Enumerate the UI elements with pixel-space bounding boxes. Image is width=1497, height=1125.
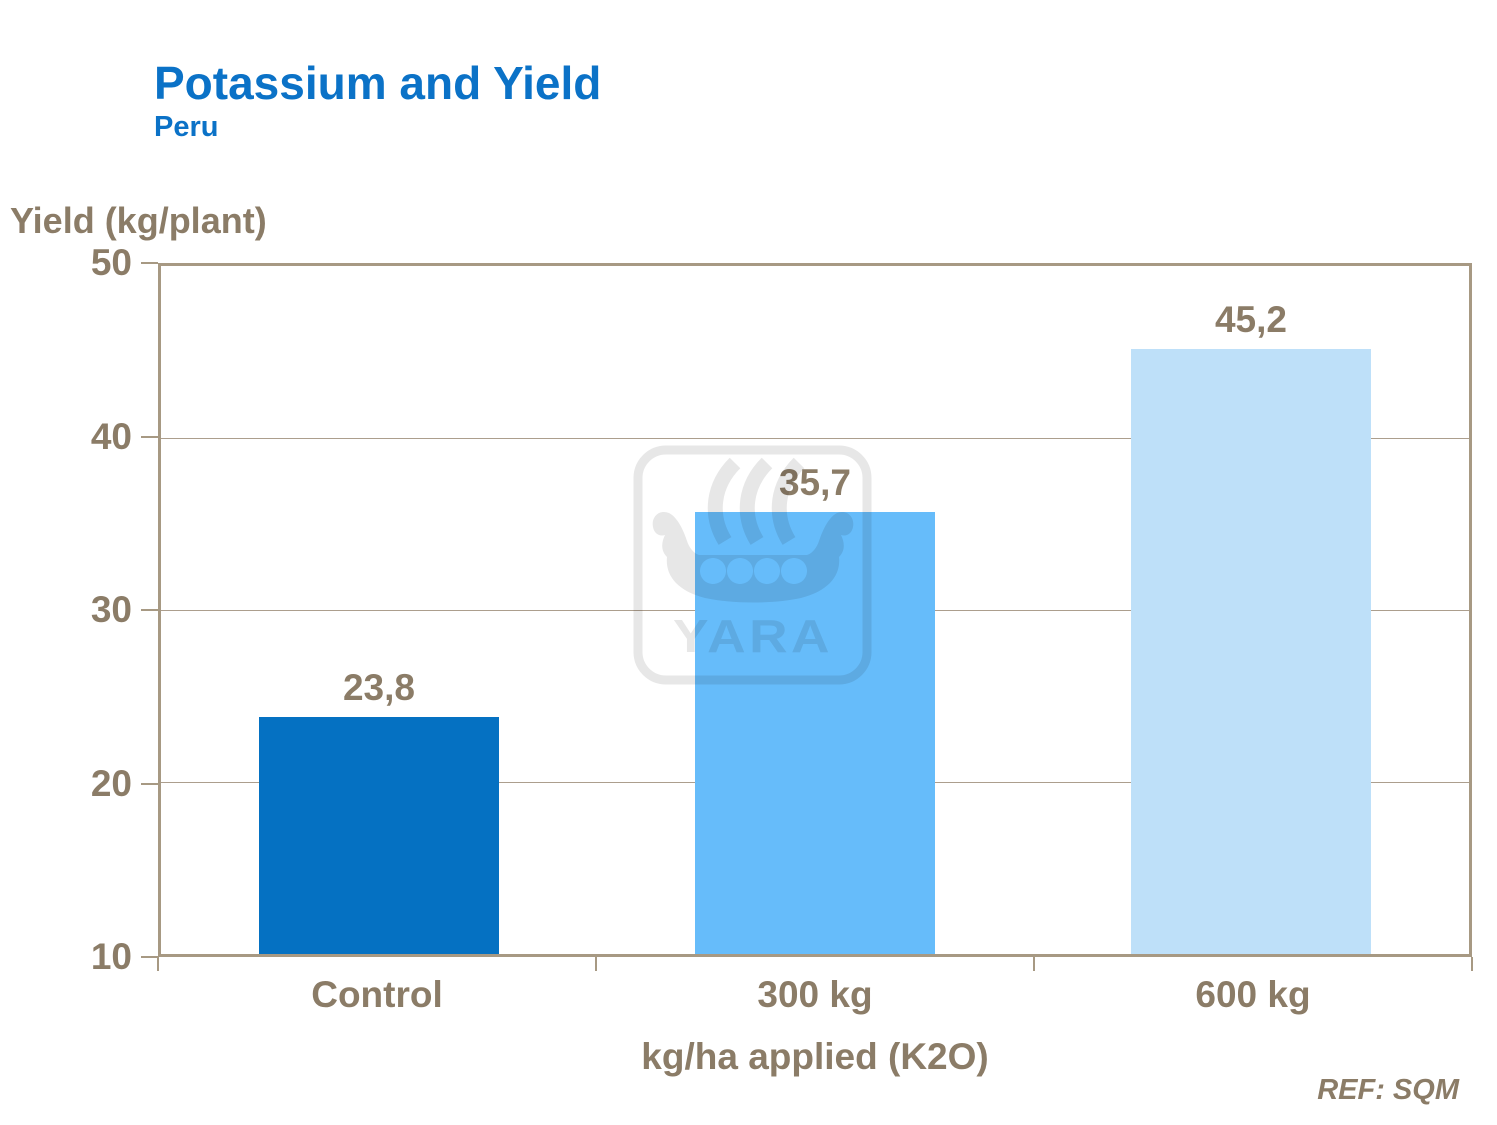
y-tick-label-30: 30: [90, 589, 132, 630]
watermark-sails-icon: [707, 457, 805, 545]
y-axis-title: Yield (kg/plant): [10, 200, 267, 241]
bar-control: [259, 716, 499, 954]
yara-logo-watermark-icon: YARA: [633, 445, 872, 685]
y-axis-tick-labels: 10 20 30 40 50: [0, 242, 132, 977]
gridline-40: [161, 438, 1469, 439]
bar-600-kg: [1131, 348, 1371, 954]
y-tick-label-40: 40: [90, 415, 132, 457]
y-tick-label-50: 50: [90, 242, 132, 283]
x-tick-1: [595, 957, 597, 971]
y-tick-50: [141, 262, 158, 264]
x-axis-title: kg/ha applied (K2O): [641, 1036, 989, 1077]
bar-value-label: 23,8: [342, 666, 415, 708]
y-tick-20: [141, 782, 158, 785]
x-tick-3: [1471, 957, 1473, 971]
y-tick-label-10: 10: [90, 936, 132, 977]
x-category-label-2: 300 kg: [757, 974, 873, 1015]
y-tick-label-20: 20: [90, 762, 132, 804]
x-tick-0: [157, 957, 159, 971]
x-tick-2: [1033, 957, 1035, 971]
watermark-ship-icon: [652, 511, 854, 603]
watermark-border: [633, 445, 872, 685]
y-tick-40: [141, 435, 158, 438]
x-category-label-3: 600 kg: [1195, 974, 1311, 1015]
watermark-wordmark: YARA: [673, 610, 833, 662]
chart-subtitle: Peru: [154, 111, 219, 143]
x-axis-category-labels: Control 300 kg 600 kg: [158, 974, 1472, 1020]
y-tick-30: [141, 609, 158, 611]
x-category-label-1: Control: [311, 974, 443, 1015]
chart-title: Potassium and Yield: [154, 57, 602, 109]
plot-area: 23,8 35,7 45,2 YARA: [158, 263, 1472, 957]
y-tick-10: [141, 956, 158, 958]
reference-text: REF: SQM: [1317, 1074, 1459, 1106]
bar-value-label: 45,2: [1214, 298, 1287, 340]
